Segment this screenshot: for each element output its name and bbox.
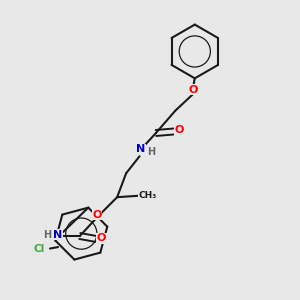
Text: Cl: Cl — [34, 244, 45, 254]
Text: N: N — [53, 230, 62, 240]
Text: H: H — [147, 147, 155, 157]
Text: O: O — [189, 85, 198, 95]
Text: O: O — [92, 210, 102, 220]
Text: N: N — [136, 144, 146, 154]
Text: H: H — [44, 230, 52, 240]
Text: O: O — [175, 125, 184, 135]
Text: O: O — [97, 233, 106, 243]
Text: CH₃: CH₃ — [139, 191, 157, 200]
